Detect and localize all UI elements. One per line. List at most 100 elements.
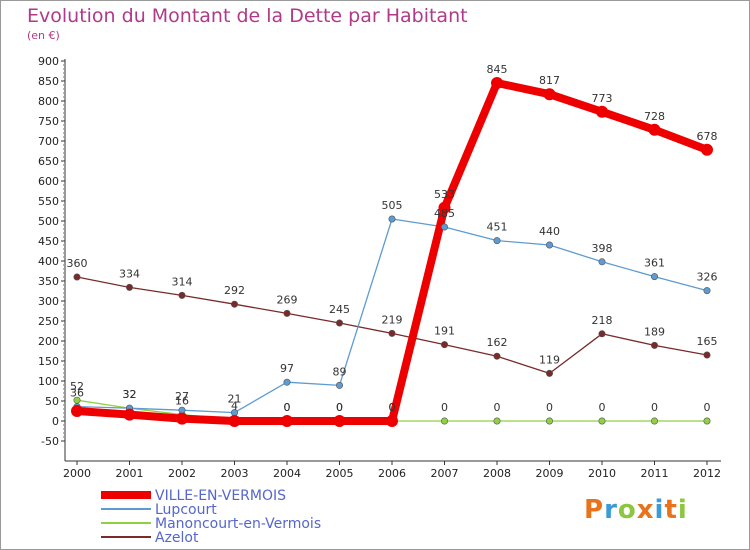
data-label: 0	[284, 401, 291, 414]
y-tick-label: 900	[38, 55, 59, 68]
y-minor-tick	[63, 112, 64, 114]
data-point	[703, 351, 711, 359]
data-point	[281, 415, 293, 427]
data-label: 32	[123, 388, 137, 401]
y-minor-tick	[63, 316, 64, 318]
data-point	[491, 77, 503, 89]
y-minor-tick	[63, 304, 64, 306]
y-minor-tick	[63, 104, 64, 106]
y-tick-label: -50	[41, 435, 59, 448]
y-minor-tick	[63, 84, 64, 86]
data-label: 292	[224, 284, 245, 297]
data-label: 0	[336, 401, 343, 414]
y-tick-label: 750	[38, 115, 59, 128]
data-point	[598, 417, 606, 425]
y-minor-tick	[63, 436, 64, 438]
x-tick-label: 2011	[641, 467, 669, 480]
y-tick-label: 800	[38, 95, 59, 108]
y-minor-tick	[63, 176, 64, 178]
y-minor-tick	[63, 156, 64, 158]
y-minor-tick	[63, 372, 64, 374]
y-minor-tick	[63, 312, 64, 314]
y-minor-tick	[63, 276, 64, 278]
data-point	[598, 330, 606, 338]
data-label: 485	[434, 207, 455, 220]
data-label: 245	[329, 303, 350, 316]
data-label: 0	[651, 401, 658, 414]
y-minor-tick	[63, 412, 64, 414]
y-minor-tick	[63, 356, 64, 358]
y-minor-tick	[63, 292, 64, 294]
y-minor-tick	[63, 256, 64, 258]
y-minor-tick	[63, 248, 64, 250]
y-minor-tick	[63, 244, 64, 246]
y-tick-label: 500	[38, 215, 59, 228]
y-minor-tick	[63, 212, 64, 214]
data-label: 119	[539, 353, 560, 366]
data-label: 0	[704, 401, 711, 414]
data-label: 269	[277, 293, 298, 306]
data-point	[71, 405, 83, 417]
y-minor-tick	[63, 408, 64, 410]
proxiti-logo: Proxiti	[584, 495, 687, 525]
y-minor-tick	[63, 172, 64, 174]
y-minor-tick	[63, 76, 64, 78]
data-point	[388, 215, 396, 223]
legend-label: Lupcourt	[155, 502, 217, 518]
y-minor-tick	[63, 184, 64, 186]
y-minor-tick	[63, 264, 64, 266]
data-label: 326	[697, 271, 718, 284]
data-label: 191	[434, 325, 455, 338]
data-label: 27	[175, 390, 189, 403]
series-points	[71, 77, 713, 427]
y-minor-tick	[63, 136, 64, 138]
y-minor-tick	[63, 336, 64, 338]
chart-axes: -500501001502002503003504004505005506006…	[38, 55, 721, 480]
x-tick-label: 2003	[221, 467, 249, 480]
y-tick-label: 150	[38, 355, 59, 368]
y-minor-tick	[63, 328, 64, 330]
data-label: 0	[389, 401, 396, 414]
data-label: 773	[592, 92, 613, 105]
y-minor-tick	[63, 164, 64, 166]
y-minor-tick	[63, 424, 64, 426]
y-minor-tick	[63, 132, 64, 134]
x-tick-label: 2004	[273, 467, 301, 480]
y-minor-tick	[63, 376, 64, 378]
y-minor-tick	[63, 144, 64, 146]
data-point	[438, 201, 451, 214]
legend-label: Azelot	[155, 530, 199, 546]
data-label: 533	[434, 188, 455, 201]
data-point	[283, 309, 291, 317]
data-label: 0	[546, 401, 553, 414]
y-tick-label: 400	[38, 255, 59, 268]
y-minor-tick	[63, 324, 64, 326]
series-lines	[73, 79, 711, 425]
y-minor-tick	[63, 388, 64, 390]
y-minor-tick	[63, 188, 64, 190]
y-minor-tick	[63, 228, 64, 230]
data-label: 189	[644, 325, 665, 338]
x-tick-label: 2008	[483, 467, 511, 480]
y-minor-tick	[63, 296, 64, 298]
data-point	[701, 143, 713, 156]
data-label: 678	[697, 130, 718, 143]
y-tick-label: 100	[38, 375, 59, 388]
data-label: 165	[697, 335, 718, 348]
x-tick-label: 2000	[63, 467, 91, 480]
y-tick-label: 550	[38, 195, 59, 208]
data-point	[73, 273, 81, 281]
data-point	[231, 300, 239, 308]
data-point	[493, 237, 501, 245]
data-point	[178, 291, 186, 299]
data-point	[596, 105, 608, 118]
y-minor-tick	[63, 88, 64, 90]
data-point	[703, 417, 711, 425]
y-minor-tick	[63, 204, 64, 206]
data-point	[123, 408, 136, 421]
y-tick-label: 650	[38, 155, 59, 168]
data-point	[650, 417, 658, 425]
data-point	[228, 415, 241, 427]
data-label: 89	[333, 365, 347, 378]
data-label: 0	[389, 401, 396, 414]
